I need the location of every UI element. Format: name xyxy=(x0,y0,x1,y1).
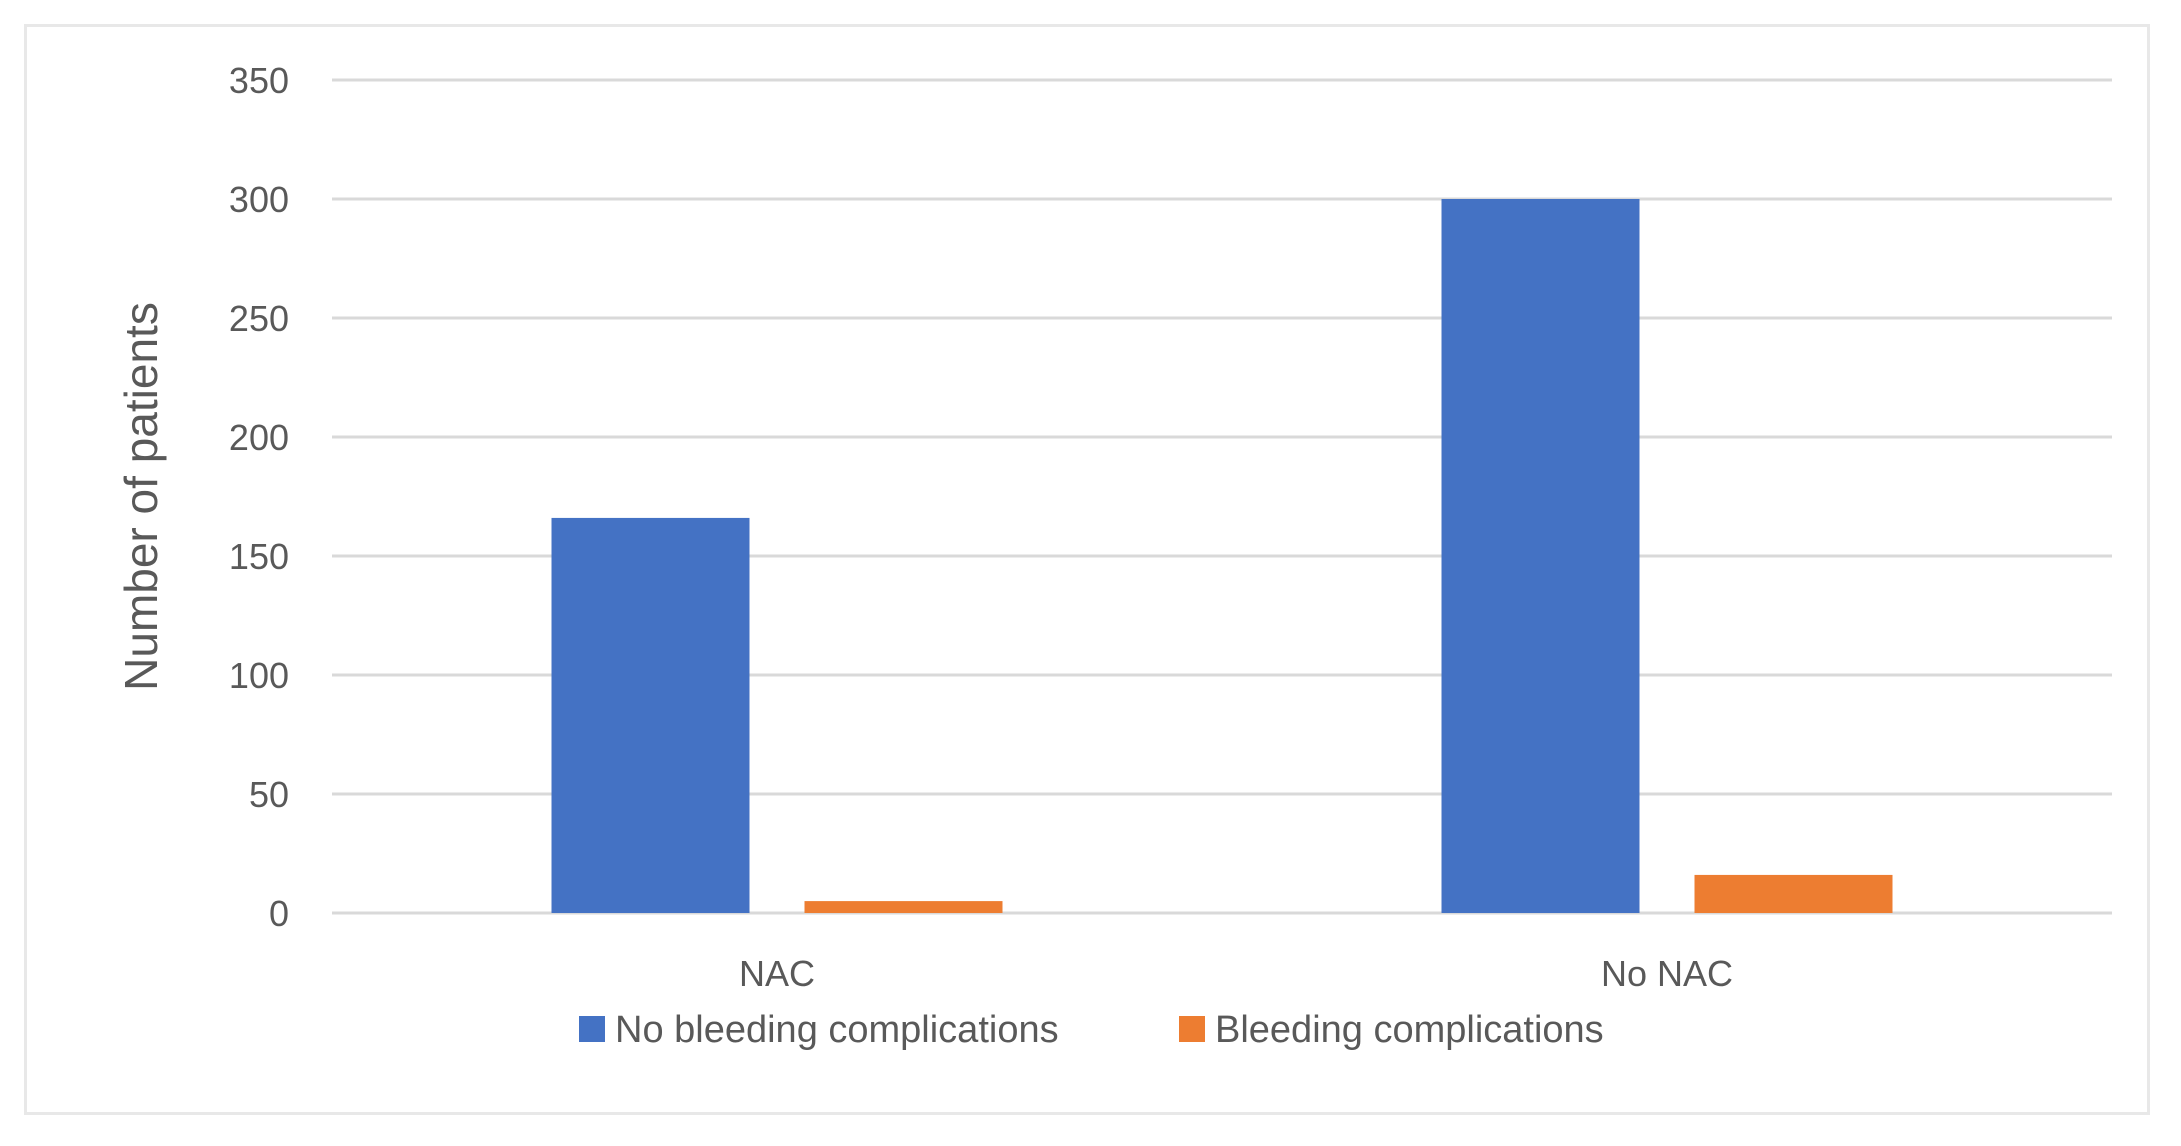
y-tick-label: 150 xyxy=(229,536,289,577)
x-axis-ticks: NAC No NAC xyxy=(739,953,1733,994)
bar-nac-bleeding xyxy=(804,901,1003,913)
y-tick-label: 200 xyxy=(229,417,289,458)
bar-chart: 0 50 100 150 200 250 300 350 NAC No NAC Number o… xyxy=(115,60,2112,1051)
y-tick-label: 350 xyxy=(229,60,289,101)
legend: No bleeding complications Bleeding compli… xyxy=(579,1009,1604,1051)
x-tick-label: NAC xyxy=(739,953,815,994)
x-tick-label: No NAC xyxy=(1601,953,1733,994)
y-tick-label: 100 xyxy=(229,655,289,696)
legend-label: No bleeding complications xyxy=(615,1009,1059,1051)
y-tick-label: 50 xyxy=(249,774,289,815)
bar-nac-no-bleeding xyxy=(551,517,750,913)
y-tick-label: 250 xyxy=(229,298,289,339)
y-axis-ticks: 0 50 100 150 200 250 300 350 xyxy=(229,60,289,934)
legend-item-no-bleeding: No bleeding complications xyxy=(579,1009,1059,1051)
legend-swatch xyxy=(1179,1016,1205,1042)
legend-label: Bleeding complications xyxy=(1215,1009,1604,1051)
bar-no-nac-bleeding xyxy=(1694,874,1893,913)
y-axis-title: Number of patients xyxy=(115,302,167,691)
chart-frame: 0 50 100 150 200 250 300 350 NAC No NAC Number o… xyxy=(24,24,2150,1115)
bar-no-nac-no-bleeding xyxy=(1441,199,1640,913)
legend-item-bleeding: Bleeding complications xyxy=(1179,1009,1604,1051)
bars xyxy=(551,199,1893,913)
y-tick-label: 300 xyxy=(229,179,289,220)
legend-swatch xyxy=(579,1016,605,1042)
y-tick-label: 0 xyxy=(269,893,289,934)
